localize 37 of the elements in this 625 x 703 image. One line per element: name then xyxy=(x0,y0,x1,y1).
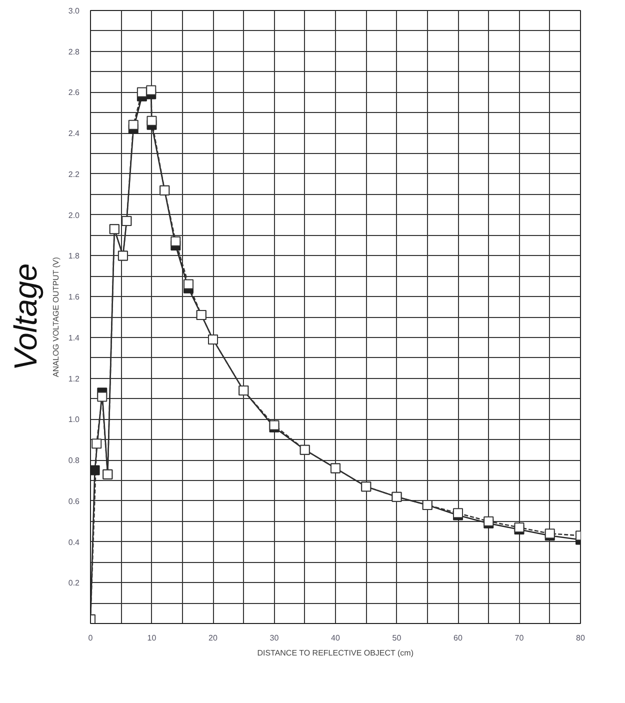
y-tick-label: 1.0 xyxy=(68,415,80,424)
point xyxy=(514,522,524,532)
x-axis-title: DISTANCE TO REFLECTIVE OBJECT (cm) xyxy=(257,648,414,658)
x-tick-label: 20 xyxy=(208,634,218,642)
y-tick-label: 2.8 xyxy=(68,47,80,56)
y-tick-label: 0.2 xyxy=(68,578,80,588)
x-tick-label: 0 xyxy=(88,634,94,642)
x-tick-label: 50 xyxy=(392,634,402,642)
y-tick-label: 1.2 xyxy=(68,374,80,384)
point xyxy=(97,392,108,402)
point xyxy=(90,465,100,476)
x-tick-label: 30 xyxy=(270,634,280,642)
y-tick-label: 0.4 xyxy=(68,538,80,547)
point xyxy=(128,120,138,130)
y-tick-label: 0.6 xyxy=(68,496,80,506)
y-tick-label: 2.4 xyxy=(68,129,80,138)
y-tick-label: 2.2 xyxy=(68,170,80,179)
point xyxy=(170,236,181,246)
x-tick-label: 80 xyxy=(576,634,586,642)
y-tick-label: 1.8 xyxy=(68,252,80,261)
y-tick-label: 2.6 xyxy=(68,88,80,98)
x-tick-label: 60 xyxy=(454,634,463,642)
y-tick-label: 3.0 xyxy=(68,6,80,16)
y-tick-label: 1.4 xyxy=(68,333,80,342)
x-tick-label: 40 xyxy=(331,634,340,642)
point xyxy=(92,438,102,449)
point xyxy=(146,85,156,96)
x-tick-label: 10 xyxy=(147,634,157,642)
x-tick-label: 70 xyxy=(514,634,524,642)
point xyxy=(136,87,147,98)
point xyxy=(184,279,194,290)
text: Voltage xyxy=(8,263,44,371)
y-tick-label: 2.0 xyxy=(68,210,80,220)
point xyxy=(146,116,157,126)
y-tick-label: 1.6 xyxy=(68,292,80,302)
y-tick-label: 0.8 xyxy=(68,456,80,466)
y-axis-title: ANALOG VOLTAGE OUTPUT (V) xyxy=(51,256,60,378)
